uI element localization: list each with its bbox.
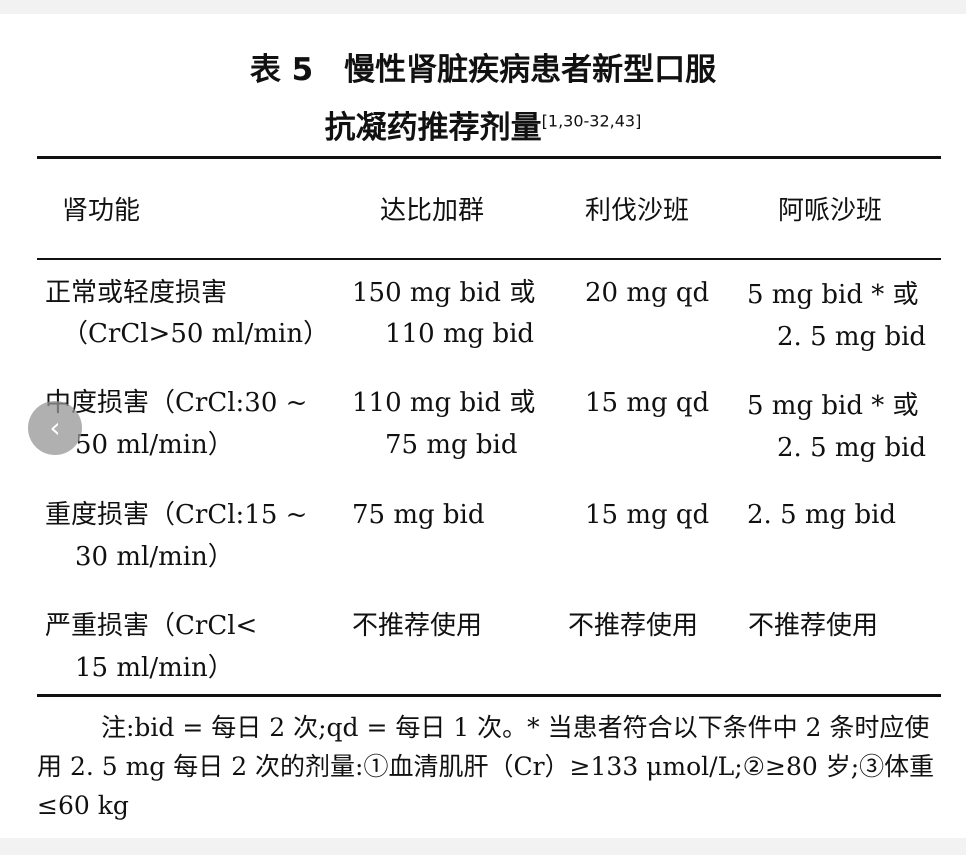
- bottom-rule: [37, 694, 941, 697]
- table-title-line1: 表 5 慢性肾脏疾病患者新型口服: [249, 52, 717, 88]
- header-renal-function: 肾功能: [62, 196, 141, 226]
- references: [1,30-32,43]: [541, 111, 642, 131]
- cell-rivaroxaban: 15 mg qd: [585, 388, 710, 418]
- cell-apixaban: 2. 5 mg bid: [777, 433, 927, 463]
- cell-rivaroxaban: 15 mg qd: [585, 500, 710, 530]
- cell-apixaban: 5 mg bid * 或: [747, 280, 919, 310]
- chevron-left-icon: ‹: [49, 411, 61, 444]
- cell-dabigatran: 75 mg bid: [352, 500, 485, 530]
- header-apixaban: 阿哌沙班: [778, 196, 883, 226]
- table-title-line2: 抗凝药推荐剂量[1,30-32,43]: [324, 110, 642, 146]
- top-bar: [0, 0, 966, 14]
- cell-dabigatran: 110 mg bid: [385, 319, 535, 349]
- cell-rivaroxaban: 20 mg qd: [585, 278, 710, 308]
- cell-dabigatran: 不推荐使用: [352, 611, 483, 641]
- cell-function: 30 ml/min）: [75, 542, 234, 572]
- cell-function: 中度损害（CrCl:30 ~: [45, 388, 308, 418]
- cell-rivaroxaban: 不推荐使用: [568, 611, 699, 641]
- cell-apixaban: 5 mg bid * 或: [747, 391, 919, 421]
- cell-apixaban: 不推荐使用: [748, 611, 879, 641]
- cell-dabigatran: 150 mg bid 或: [352, 278, 536, 308]
- cell-function: （CrCl>50 ml/min）: [62, 319, 330, 349]
- cell-function: 正常或轻度损害: [45, 278, 228, 308]
- top-rule: [37, 156, 941, 159]
- carousel-prev-button[interactable]: ‹: [28, 401, 82, 455]
- cell-function: 15 ml/min）: [75, 653, 234, 683]
- bottom-bar: [0, 838, 966, 855]
- cell-function: 严重损害（CrCl<: [45, 611, 258, 641]
- cell-dabigatran: 75 mg bid: [385, 430, 518, 460]
- cell-dabigatran: 110 mg bid 或: [352, 388, 536, 418]
- header-dabigatran: 达比加群: [380, 196, 485, 226]
- header-rule: [37, 258, 941, 260]
- table-note: 注:bid = 每日 2 次;qd = 每日 1 次。* 当患者符合以下条件中 …: [37, 713, 935, 820]
- cell-apixaban: 2. 5 mg bid: [777, 322, 927, 352]
- cell-apixaban: 2. 5 mg bid: [747, 500, 897, 530]
- header-rivaroxaban: 利伐沙班: [585, 196, 690, 226]
- cell-function: 50 ml/min）: [75, 430, 234, 460]
- cell-function: 重度损害（CrCl:15 ~: [45, 500, 308, 530]
